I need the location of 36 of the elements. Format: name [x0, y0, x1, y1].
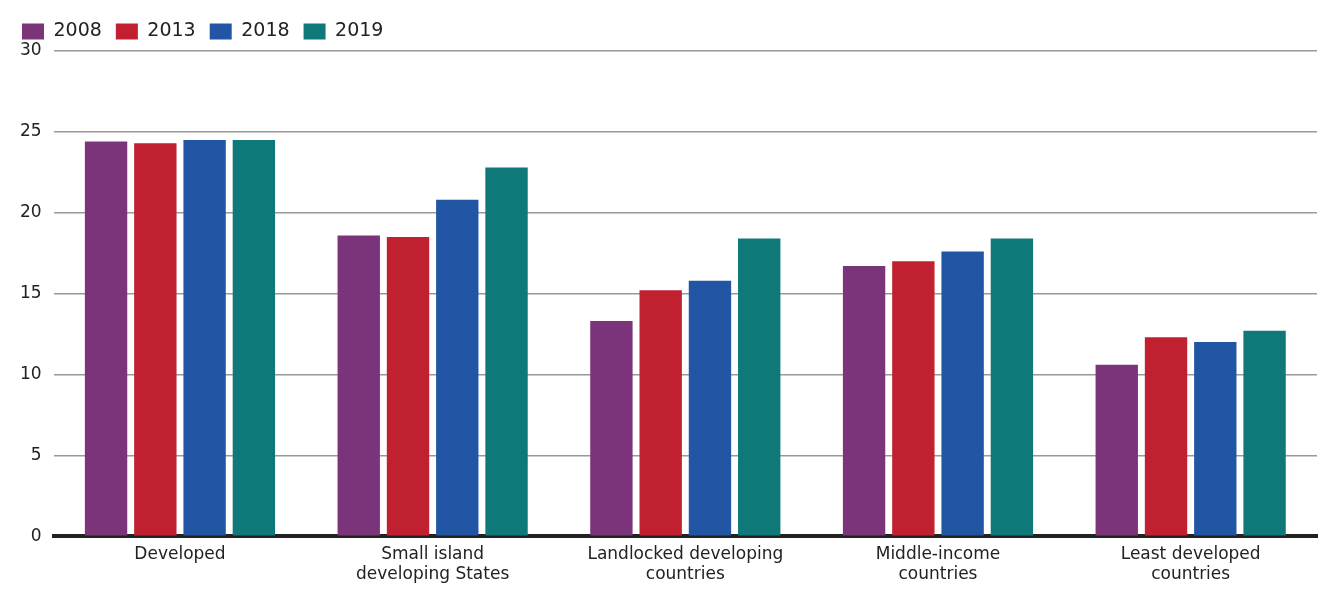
y-tick-label: 20	[19, 201, 42, 222]
y-tick-label: 10	[19, 362, 42, 383]
bar	[1243, 330, 1286, 536]
bar	[1095, 364, 1138, 536]
bar	[134, 143, 177, 536]
bar	[337, 235, 380, 536]
bar	[183, 139, 226, 536]
bar	[738, 238, 781, 536]
bar	[892, 261, 935, 536]
x-tick-label: Developed	[134, 542, 226, 563]
x-tick-label: Middle-income countries	[875, 542, 1001, 584]
bar	[842, 266, 886, 536]
bar	[1144, 337, 1188, 536]
x-tick-label: Landlocked developing countries	[587, 542, 784, 584]
legend-label: 2013	[147, 18, 196, 41]
legend-label: 2018	[241, 18, 290, 41]
legend-label: 2019	[335, 18, 384, 41]
y-tick-label: 0	[30, 524, 42, 545]
y-tick-label: 15	[19, 282, 42, 303]
x-tick-label: Small island developing States	[356, 542, 510, 584]
bar	[590, 321, 633, 536]
bar	[232, 139, 276, 536]
y-tick-label: 30	[19, 39, 42, 60]
y-tick-label: 25	[19, 120, 42, 141]
bar	[688, 280, 732, 536]
x-tick-label: Least developed countries	[1120, 542, 1261, 584]
y-tick-label: 5	[30, 443, 42, 464]
bar	[941, 251, 984, 536]
bar	[386, 236, 430, 536]
legend-label: 2008	[53, 18, 102, 41]
bar	[84, 141, 128, 536]
bar	[485, 167, 528, 536]
bar	[990, 238, 1034, 536]
bar	[1194, 342, 1237, 536]
bar	[639, 290, 682, 536]
bar	[436, 199, 479, 536]
